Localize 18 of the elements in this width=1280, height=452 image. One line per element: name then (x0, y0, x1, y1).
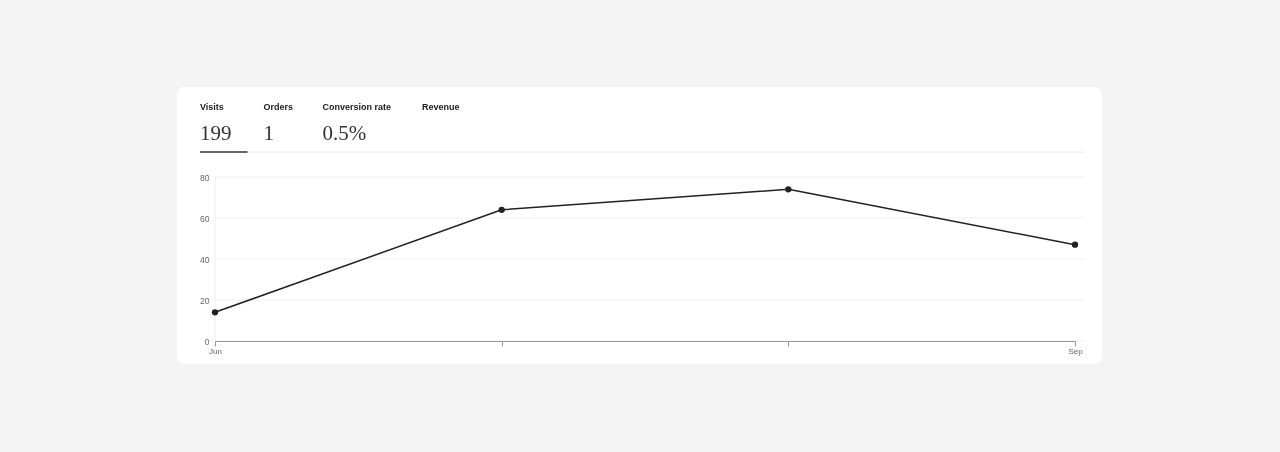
point (498, 206, 505, 213)
category-label: Visits (200, 102, 224, 112)
text: 199 (200, 121, 232, 145)
text: 1 (263, 121, 274, 145)
y-tick-label: 60 (200, 213, 210, 224)
x-tick-label: Jun (209, 346, 222, 356)
y-tick-label: 20 (200, 295, 210, 306)
text: 0.5% (322, 121, 367, 145)
point (785, 186, 792, 193)
x-tick-label: Sep (1068, 346, 1084, 356)
y-tick-label: 0 (204, 336, 210, 347)
point (211, 309, 219, 316)
y-tick-label: 80 (200, 172, 210, 183)
point (1071, 241, 1079, 248)
y-tick-label: 40 (200, 254, 210, 265)
category-label: Conversion rate (322, 102, 392, 112)
category-label: Orders (263, 102, 294, 112)
category-label: Revenue (422, 102, 460, 112)
